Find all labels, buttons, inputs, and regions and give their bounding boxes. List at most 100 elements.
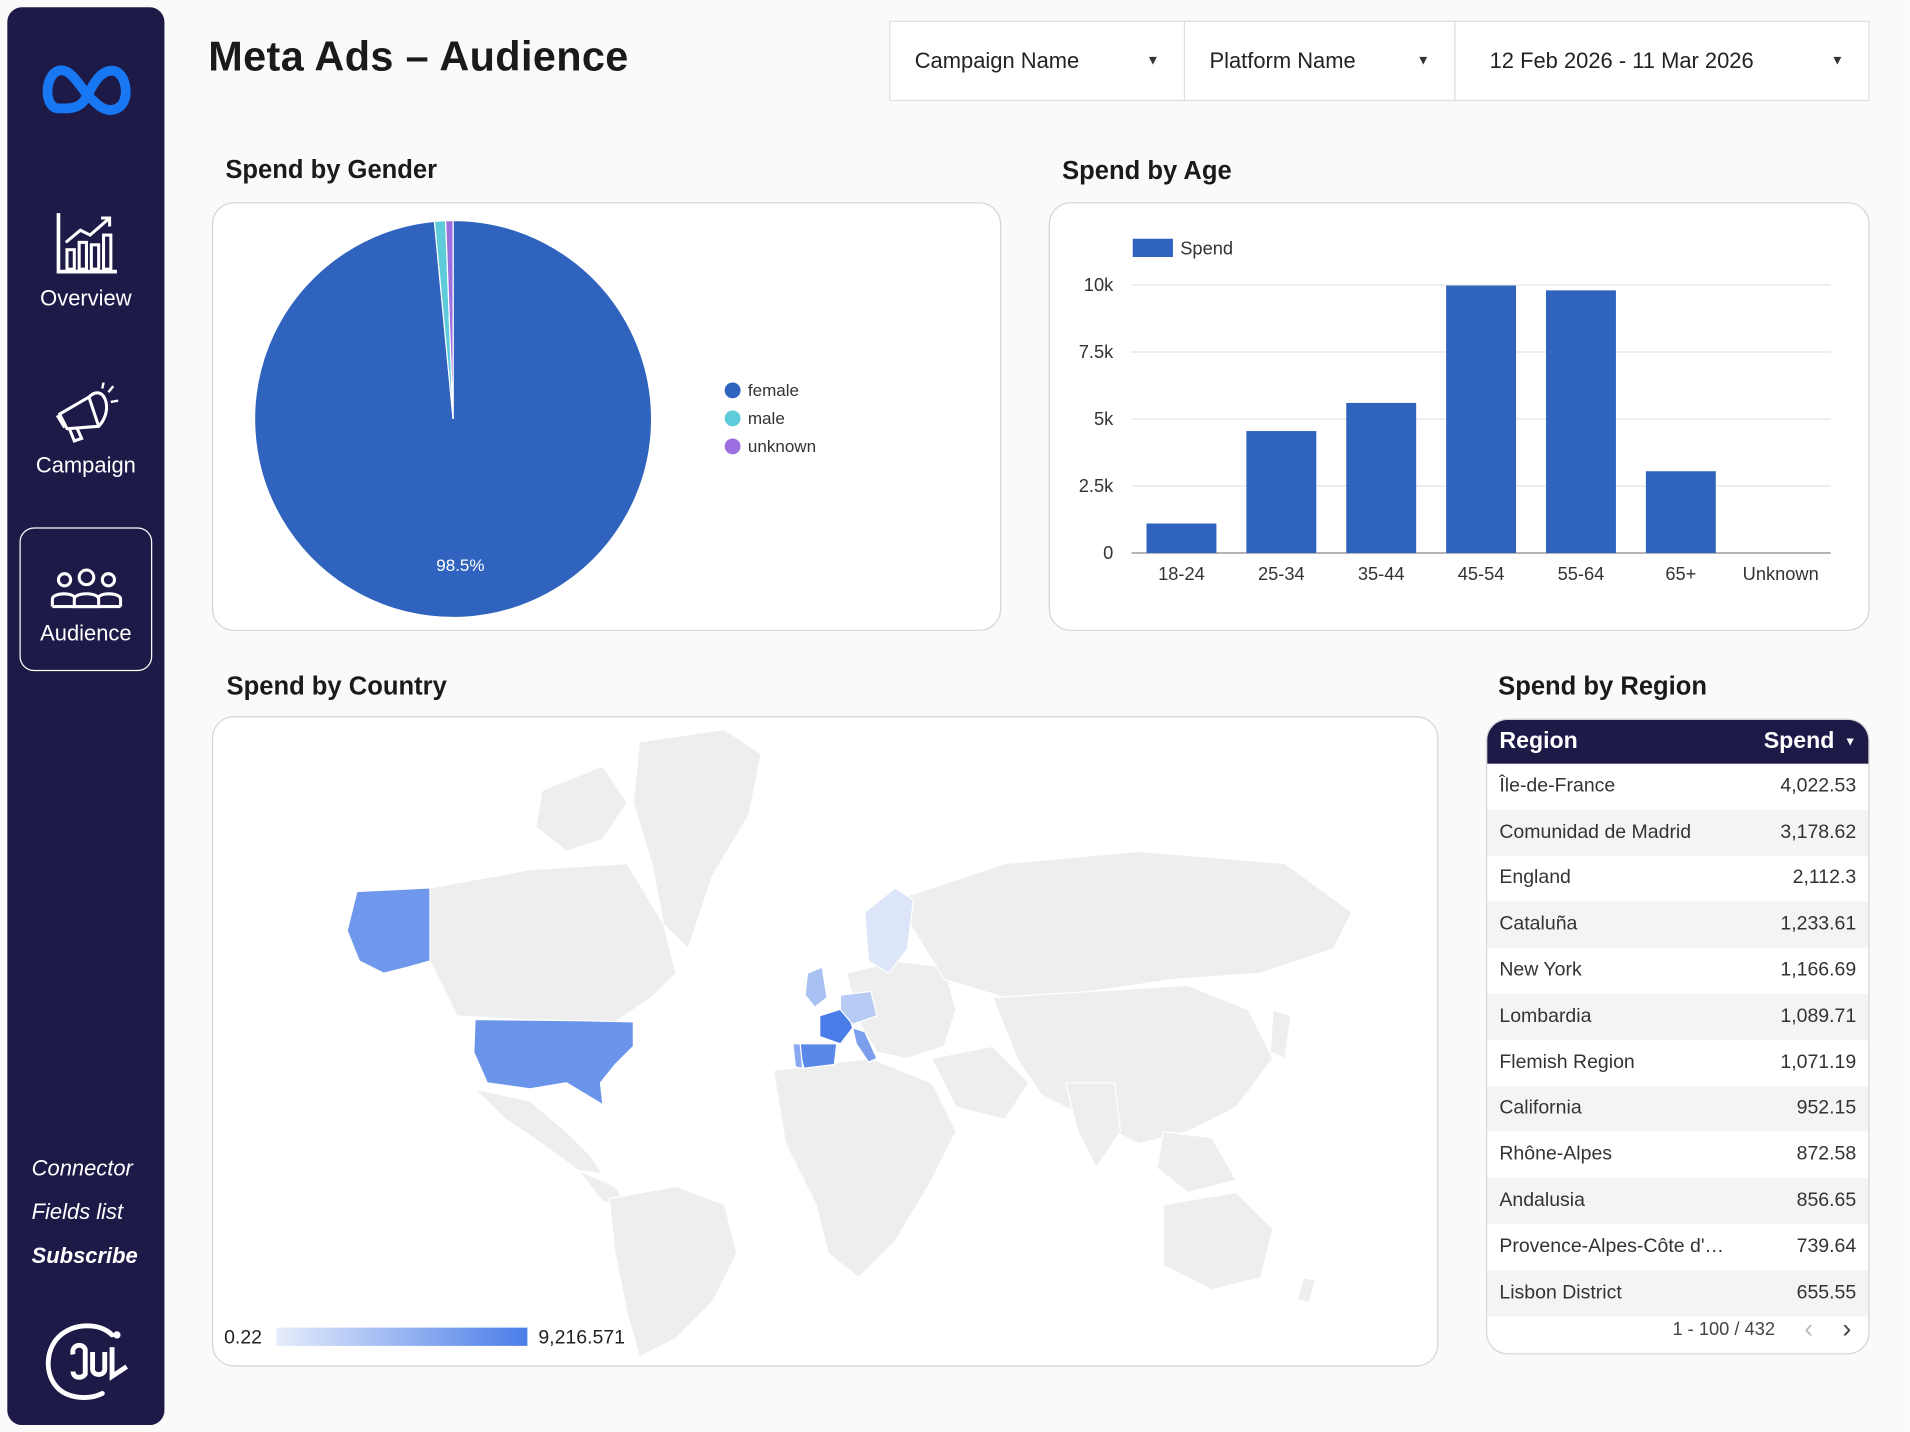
table-row[interactable]: Cataluña 1,233.61 [1487, 901, 1869, 948]
map-southeast-asia [1156, 1130, 1238, 1194]
legend-swatch-male [724, 409, 741, 426]
age-chart-card: 0 2.5k 5k 7.5k 10k Spend 18-24 25-34 35-44 45-54 5… [1048, 202, 1870, 631]
nav-campaign[interactable]: Campaign [19, 382, 152, 526]
map-africa[interactable] [772, 1057, 957, 1279]
fields-list-link[interactable]: Fields list [31, 1199, 124, 1225]
map-australia[interactable] [1162, 1191, 1274, 1291]
region-spend: 2,112.3 [1792, 867, 1857, 889]
x-tick-label: Unknown [1743, 563, 1819, 584]
region-name: Lisbon District [1499, 1282, 1622, 1303]
map-south-america[interactable] [608, 1185, 738, 1358]
region-name: Île-de-France [1499, 775, 1616, 797]
chevron-down-icon: ▼ [1146, 53, 1160, 69]
legend-unknown[interactable]: unknown [724, 436, 816, 456]
region-table-title: Spend by Region [1498, 672, 1708, 701]
country-map-card: 0.22 9,216.571 [211, 716, 1439, 1367]
table-row[interactable]: Île-de-France 4,022.53 [1487, 764, 1868, 810]
bar-25-34[interactable] [1246, 431, 1317, 553]
map-benelux-germany[interactable] [839, 990, 878, 1026]
table-row[interactable]: Comunidad de Madrid 3,178.62 [1487, 809, 1869, 856]
region-name: Rhône-Alpes [1499, 1144, 1613, 1165]
date-range-filter[interactable]: 12 Feb 2026 - 11 Mar 2026 ▼ [1454, 20, 1870, 102]
region-spend: 3,178.62 [1780, 821, 1857, 843]
connector-link[interactable]: Connector [31, 1155, 133, 1181]
pie-slice-label: 98.5% [436, 556, 484, 575]
legend-female-label: female [747, 380, 800, 400]
table-pagination: 1 - 100 / 432 ‹ › [1487, 1304, 1868, 1353]
campaign-name-filter-label: Campaign Name [914, 48, 1080, 73]
gender-pie-chart: 98.5% [253, 219, 653, 619]
bar-35-44[interactable] [1346, 402, 1417, 553]
map-scandinavia[interactable] [864, 887, 915, 974]
bar-55-64[interactable] [1546, 290, 1616, 553]
chart-growth-icon [56, 213, 117, 274]
table-row[interactable]: Rhône-Alpes 872.58 [1487, 1132, 1868, 1178]
region-name: Andalusia [1499, 1190, 1585, 1211]
campaign-name-filter[interactable]: Campaign Name ▼ [889, 20, 1186, 102]
map-japan[interactable] [1269, 1008, 1292, 1060]
nav-audience[interactable]: Audience [19, 527, 153, 672]
y-tick-label: 10k [1084, 274, 1114, 295]
map-canada[interactable] [429, 862, 677, 1023]
x-tick-label: 65+ [1665, 563, 1696, 584]
legend-spend-label: Spend [1180, 238, 1233, 259]
map-portugal[interactable] [792, 1043, 804, 1069]
region-spend: 952.15 [1796, 1097, 1857, 1119]
map-russia[interactable] [894, 850, 1353, 999]
table-row[interactable]: Flemish Region 1,071.19 [1487, 1040, 1868, 1086]
bar-65+[interactable] [1645, 471, 1716, 553]
map-india[interactable] [1064, 1082, 1122, 1170]
nav-overview-label: Overview [40, 286, 132, 311]
legend-swatch-female [724, 381, 741, 398]
age-bar-chart: 0 2.5k 5k 7.5k 10k Spend 18-24 25-34 35-44 45-54 5… [1079, 238, 1831, 584]
brand-logo-icon [45, 1323, 129, 1400]
table-row[interactable]: California 952.15 [1487, 1085, 1869, 1132]
legend-swatch-unknown [724, 437, 741, 454]
pie-slice-unknown[interactable] [444, 219, 454, 420]
table-row[interactable]: Andalusia 856.65 [1487, 1178, 1869, 1225]
people-icon [50, 568, 122, 609]
megaphone-icon [55, 382, 118, 443]
table-row[interactable]: Lisbon District 655.55 [1487, 1270, 1869, 1317]
region-spend: 1,089.71 [1780, 1005, 1857, 1027]
map-greenland[interactable] [632, 728, 762, 950]
map-spain[interactable] [797, 1043, 838, 1069]
region-name: England [1499, 867, 1571, 889]
chevron-left-icon[interactable]: ‹ [1804, 1313, 1814, 1344]
region-name: Flemish Region [1499, 1051, 1635, 1073]
column-header-region[interactable]: Region [1499, 728, 1578, 754]
map-asia[interactable] [991, 984, 1274, 1145]
region-name: Lombardia [1499, 1005, 1592, 1027]
region-spend: 1,071.19 [1780, 1051, 1857, 1073]
legend-male[interactable]: male [724, 408, 785, 428]
map-italy[interactable] [851, 1027, 878, 1063]
map-alaska[interactable] [346, 887, 431, 974]
map-mexico[interactable] [473, 1087, 605, 1175]
nav-audience-label: Audience [40, 621, 132, 646]
region-name: Comunidad de Madrid [1499, 821, 1692, 843]
region-spend: 1,166.69 [1780, 959, 1857, 981]
map-scale-min: 0.22 [224, 1326, 262, 1348]
legend-male-label: male [747, 408, 785, 428]
nav-overview[interactable]: Overview [19, 208, 152, 352]
country-map-title: Spend by Country [226, 672, 447, 701]
table-row[interactable]: New York 1,166.69 [1487, 948, 1868, 994]
y-tick-label: 2.5k [1079, 475, 1114, 496]
platform-name-filter[interactable]: Platform Name ▼ [1183, 20, 1456, 102]
map-united-kingdom[interactable] [804, 966, 828, 1009]
chevron-right-icon[interactable]: › [1842, 1313, 1852, 1344]
subscribe-link[interactable]: Subscribe [31, 1243, 138, 1268]
map-arctic-islands [535, 765, 629, 853]
table-row[interactable]: England 2,112.3 [1487, 856, 1868, 902]
age-chart-title: Spend by Age [1062, 157, 1232, 186]
column-header-spend[interactable]: Spend ▼ [1764, 728, 1857, 755]
table-row[interactable]: Lombardia 1,089.71 [1487, 993, 1869, 1040]
bar-18-24[interactable] [1146, 523, 1217, 553]
region-spend: 739.64 [1796, 1236, 1857, 1257]
bar-45-54[interactable] [1446, 285, 1517, 553]
legend-female[interactable]: female [724, 380, 800, 400]
map-united-states[interactable] [473, 1018, 634, 1106]
table-row[interactable]: Provence-Alpes-Côte d'… 739.64 [1487, 1224, 1868, 1270]
x-tick-label: 35-44 [1358, 563, 1405, 584]
